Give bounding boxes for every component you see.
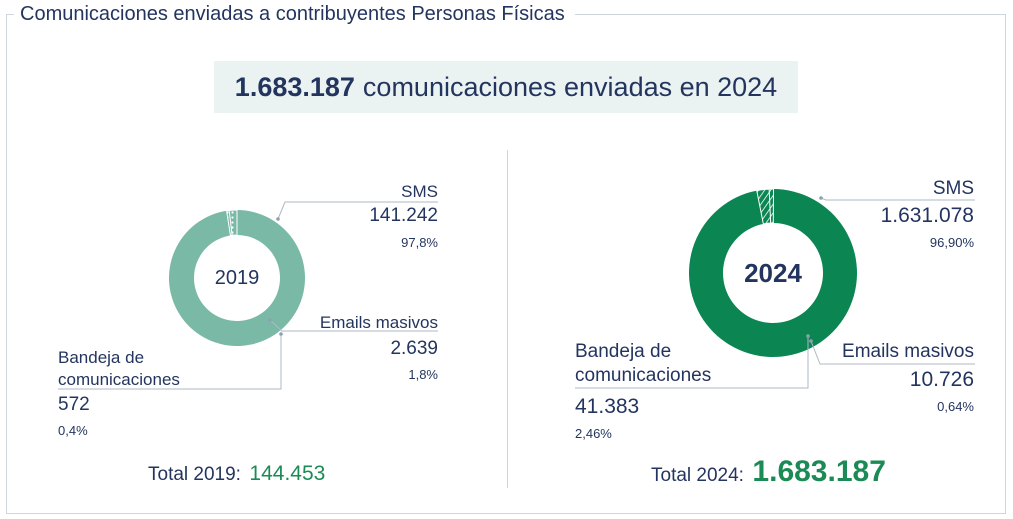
leader-line: [810, 340, 975, 365]
value-2024-sms: 1.631.078: [880, 204, 974, 227]
pct-2024-emails: 0,64%: [937, 399, 974, 414]
center-label-2024: 2024: [744, 258, 802, 288]
label-2019-bandeja: Bandeja de comunicaciones: [58, 348, 180, 389]
leader-dot: [819, 196, 823, 200]
page-title: Comunicaciones enviadas a contribuyentes…: [14, 3, 575, 26]
label-2019-emails: Emails masivos: [319, 313, 438, 332]
leader-line: [277, 201, 438, 220]
value-2024-bandeja: 41.383: [575, 395, 640, 418]
donut-chart-2024: 2024: [688, 188, 857, 357]
leader-line: [269, 319, 438, 332]
headline-text: comunicaciones enviadas en 2024: [362, 71, 778, 102]
value-2019-emails: 2.639: [390, 338, 438, 359]
total-2019-value: 144.453: [249, 462, 326, 485]
label-2024-emails: Emails masivos: [842, 341, 974, 362]
total-2019-label: Total 2019:: [148, 464, 241, 485]
pct-2019-bandeja: 0,4%: [58, 423, 88, 438]
leader-dot: [276, 217, 280, 221]
leader-dot: [279, 332, 283, 336]
leader-dot: [806, 334, 810, 338]
leader-lines: [58, 196, 975, 390]
slice-2019-sms: [168, 210, 305, 347]
pct-2024-bandeja: 2,46%: [575, 426, 612, 441]
headline-number: 1.683.187: [234, 71, 355, 102]
pct-2019-sms: 97,8%: [401, 235, 438, 250]
slice-2024-sms: [688, 189, 857, 357]
panel-divider: [507, 150, 508, 488]
value-2019-bandeja: 572: [58, 394, 90, 415]
total-2024: Total 2024: 1.683.187: [651, 455, 886, 489]
pct-2019-emails: 1,8%: [408, 367, 438, 382]
leader-dot: [809, 339, 813, 343]
leader-line: [58, 334, 282, 390]
leader-dot: [268, 318, 272, 322]
label-2024-sms: SMS: [932, 178, 974, 199]
leader-line: [575, 336, 809, 389]
value-2024-emails: 10.726: [909, 368, 974, 391]
pct-2024-sms: 96,90%: [929, 235, 974, 250]
slice-pattern-2024-emails: [769, 189, 774, 224]
total-2019: Total 2019: 144.453: [148, 462, 325, 486]
label-2024-bandeja: Bandeja de comunicaciones: [575, 341, 712, 386]
slice-pattern-2019-emails: [229, 210, 237, 236]
value-2019-sms: 141.242: [369, 205, 438, 226]
total-2024-label: Total 2024:: [651, 465, 744, 486]
label-2019-sms: SMS: [401, 182, 438, 201]
slice-pattern-2024-bandeja: [756, 189, 771, 224]
headline-banner: 1.683.187 comunicaciones enviadas en 202…: [214, 61, 798, 113]
total-2024-value: 1.683.187: [752, 455, 886, 488]
donut-chart-2019: 2019: [168, 209, 305, 347]
center-label-2019: 2019: [215, 267, 260, 289]
